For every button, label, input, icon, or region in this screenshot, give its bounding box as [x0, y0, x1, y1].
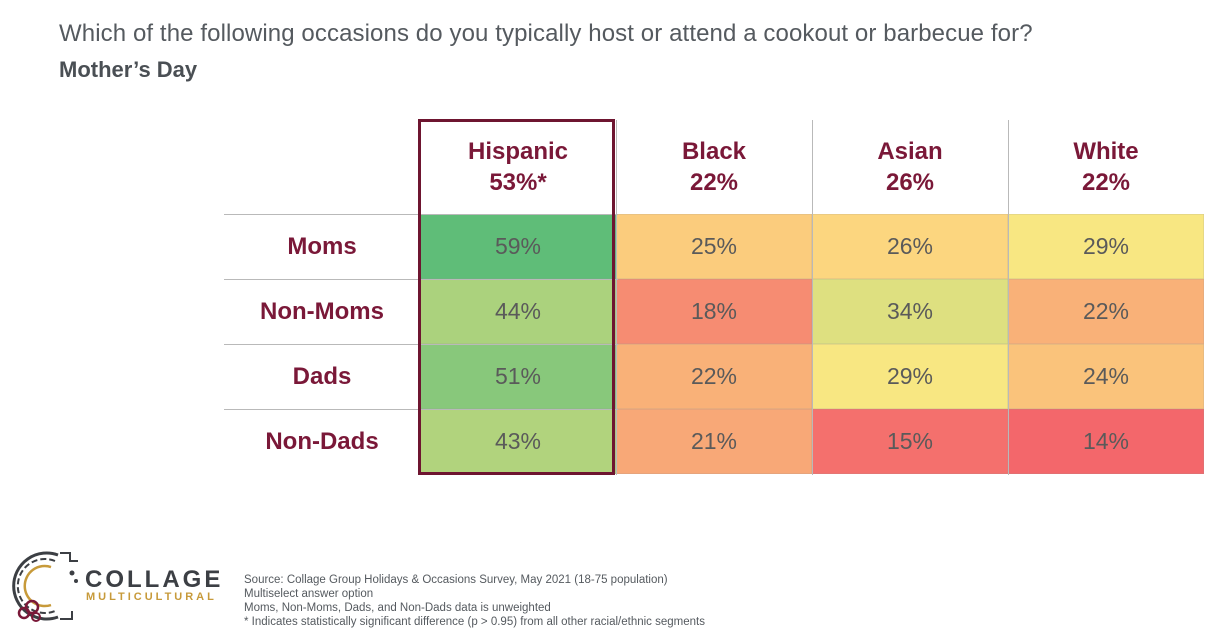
footnote-source: Source: Collage Group Holidays & Occasio…: [244, 574, 668, 586]
grid-line: [1008, 120, 1009, 475]
heatmap-cell: 24%: [1008, 344, 1204, 409]
heatmap-cell: 15%: [812, 409, 1008, 474]
column-total: 53%*: [489, 169, 547, 196]
heatmap-cell: 34%: [812, 279, 1008, 344]
column-total: 22%: [689, 169, 739, 196]
heatmap-cell: 21%: [616, 409, 812, 474]
footnote-multiselect: Multiselect answer option: [244, 588, 374, 600]
grid-line: [812, 120, 813, 475]
grid-line: [224, 279, 618, 280]
footnote-significance: * Indicates statistically significant di…: [244, 616, 705, 628]
column-total: 26%: [885, 169, 935, 196]
question-title: Which of the following occasions do you …: [59, 20, 1033, 47]
column-name: White: [1073, 138, 1139, 165]
heatmap-cell: 18%: [616, 279, 812, 344]
footnotes: Source: Collage Group Holidays & Occasio…: [244, 573, 705, 629]
heatmap-cell: 14%: [1008, 409, 1204, 474]
column-header-asian: Asian 26%: [812, 136, 1008, 198]
heatmap-cell: 26%: [812, 214, 1008, 279]
row-label: Non-Moms: [260, 298, 384, 325]
heatmap-cell: 44%: [420, 279, 616, 344]
row-label: Moms: [287, 233, 357, 260]
heatmap-cell: 29%: [1008, 214, 1204, 279]
grid-line: [224, 409, 618, 410]
column-header-black: Black 22%: [616, 136, 812, 198]
footnote-unweighted: Moms, Non-Moms, Dads, and Non-Dads data …: [244, 602, 551, 614]
heatmap-cell: 59%: [420, 214, 616, 279]
heatmap-cell: 22%: [616, 344, 812, 409]
column-name: Hispanic: [467, 138, 569, 165]
row-label: Non-Dads: [265, 428, 379, 455]
grid-line: [616, 120, 617, 475]
row-label: Dads: [292, 363, 352, 390]
chart-subtitle: Mother’s Day: [59, 57, 198, 82]
column-header-hispanic: Hispanic 53%*: [420, 136, 616, 198]
logo-wordmark: COLLAGE: [85, 566, 224, 593]
grid-line: [224, 214, 618, 215]
column-name: Black: [681, 138, 747, 165]
heatmap-cell: 29%: [812, 344, 1008, 409]
collage-logo-icon: [6, 547, 81, 632]
heatmap-cell: 22%: [1008, 279, 1204, 344]
grid-line: [224, 344, 618, 345]
column-name: Asian: [877, 138, 943, 165]
heatmap-cell: 43%: [420, 409, 616, 474]
column-total: 22%: [1081, 169, 1131, 196]
column-header-white: White 22%: [1008, 136, 1204, 198]
heatmap-cell: 25%: [616, 214, 812, 279]
heatmap-cell: 51%: [420, 344, 616, 409]
logo-tagline: MULTICULTURAL: [86, 591, 217, 603]
